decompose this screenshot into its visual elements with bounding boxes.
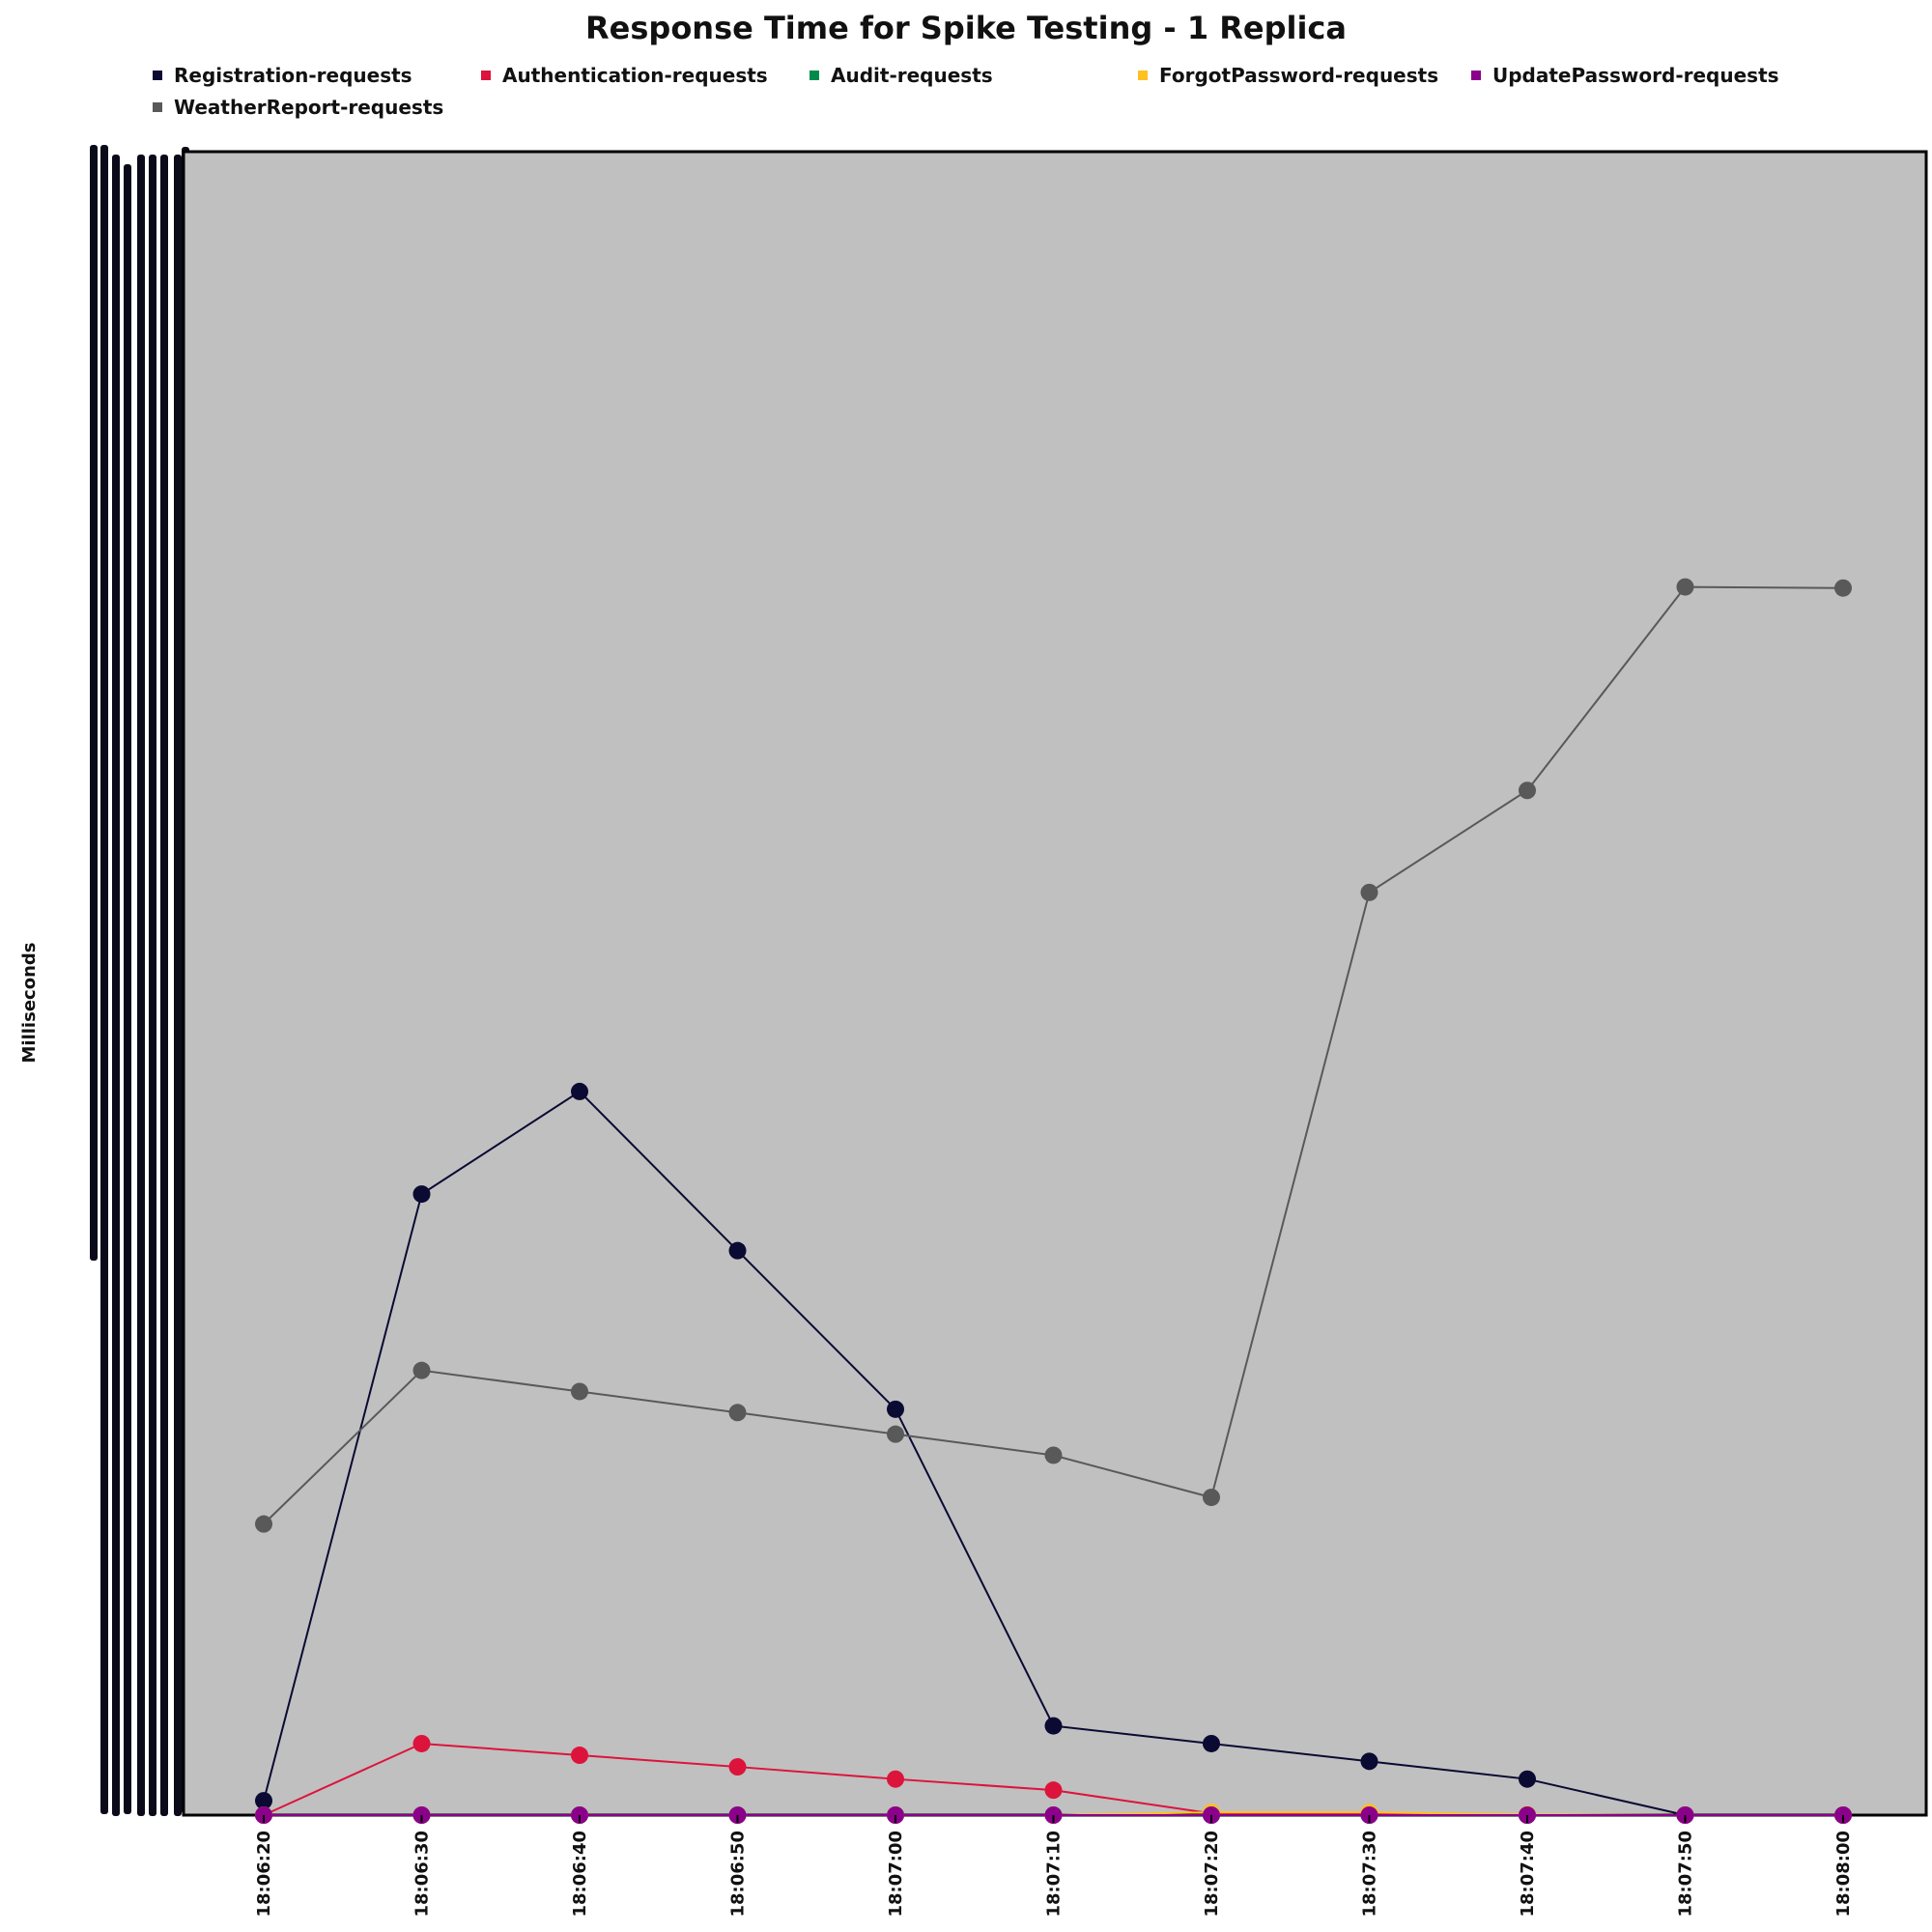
data-point [728,1758,747,1776]
legend-label: UpdatePassword-requests [1492,64,1779,87]
legend-label: Authentication-requests [502,64,768,87]
y-axis-label-block [137,155,145,1816]
plot-area [182,150,1928,1817]
y-axis-label-block [100,145,108,1814]
data-point [887,1770,904,1788]
data-point [412,1734,431,1752]
data-point [1519,781,1536,800]
data-point [255,1792,272,1810]
x-tick-label: 18:06:40 [570,1831,590,1918]
data-point [571,1082,588,1100]
data-point [887,1425,904,1443]
x-tick-label: 18:07:00 [886,1831,906,1918]
x-tick-label: 18:06:20 [254,1831,274,1918]
x-tick-label: 18:07:50 [1676,1831,1696,1918]
x-tick-label: 18:06:50 [728,1831,749,1918]
data-point [1834,579,1852,597]
legend-swatch [153,71,162,80]
data-point [412,1185,431,1204]
x-tick-label: 18:06:30 [412,1831,433,1918]
legend: Registration-requests Authentication-requ… [153,64,1779,119]
data-point [412,1361,431,1379]
legend-swatch [153,102,162,112]
y-axis-label-block [112,155,120,1816]
y-axis-label-block [90,145,98,1261]
legend-swatch [1471,71,1481,80]
y-axis-label-block [160,155,168,1816]
data-point [1044,1717,1063,1735]
legend-label: Audit-requests [831,64,993,87]
y-axis-decoration [90,145,189,1816]
data-point [1676,578,1694,596]
legend-label: WeatherReport-requests [174,96,443,119]
data-point [571,1382,588,1401]
data-point [1044,1781,1063,1800]
y-axis-label: Milliseconds [19,943,40,1064]
chart-title: Response Time for Spike Testing - 1 Repl… [585,10,1347,46]
data-point [1360,1752,1378,1771]
y-axis-label-block [124,164,131,1814]
data-point [1044,1446,1063,1464]
data-point [1360,883,1378,901]
x-tick-label: 18:07:10 [1044,1831,1065,1918]
x-axis-ticks: 18:06:20 18:06:30 18:06:40 18:06:50 18:07:00… [254,1815,1854,1918]
legend-swatch [481,71,491,80]
data-point [571,1747,588,1765]
legend-label: Registration-requests [174,64,412,87]
legend-swatch [810,71,819,80]
y-axis-label-block [149,155,156,1816]
y-axis-label-block [174,155,182,1816]
data-point [1519,1770,1536,1788]
legend-swatch [1138,71,1148,80]
x-tick-label: 18:07:20 [1202,1831,1222,1918]
data-point [1203,1489,1220,1507]
x-tick-label: 18:07:30 [1360,1831,1380,1918]
x-tick-label: 18:08:00 [1833,1831,1854,1918]
data-point [887,1400,904,1418]
legend-label: ForgotPassword-requests [1159,64,1438,87]
data-point [728,1404,747,1422]
data-point [255,1515,272,1533]
data-point [1203,1734,1220,1752]
x-tick-label: 18:07:40 [1518,1831,1538,1918]
data-point [728,1241,747,1260]
